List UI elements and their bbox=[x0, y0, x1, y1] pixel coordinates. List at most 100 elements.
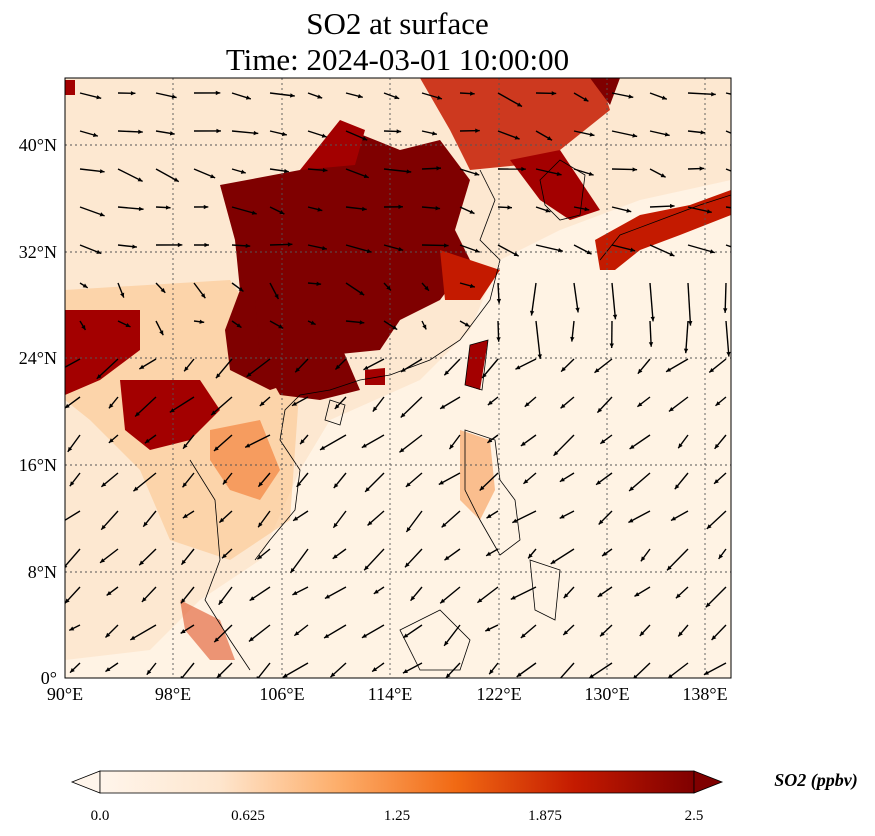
wind-vector-head bbox=[292, 590, 298, 595]
wind-vector bbox=[246, 358, 271, 378]
x-tick-label: 90°E bbox=[47, 684, 83, 704]
wind-vector-head bbox=[626, 208, 632, 213]
wind-vector-head bbox=[332, 554, 338, 559]
wind-vector-head bbox=[489, 669, 494, 675]
wind-vector-head bbox=[738, 94, 743, 98]
x-tick-label: 122°E bbox=[476, 684, 521, 704]
wind-vector-head bbox=[287, 242, 293, 247]
wind-vector-head bbox=[184, 366, 189, 372]
wind-vector-head bbox=[557, 248, 563, 253]
wind-vector-head bbox=[437, 95, 442, 100]
wind-vector bbox=[687, 92, 716, 96]
wind-vector-head bbox=[396, 129, 402, 134]
wind-vector-head bbox=[669, 252, 675, 257]
wind-vector-head bbox=[444, 640, 449, 646]
wind-vector-head bbox=[357, 94, 363, 99]
wind-vector-head bbox=[628, 94, 634, 99]
wind-vector-head bbox=[597, 407, 603, 413]
wind-vector-head bbox=[714, 443, 720, 449]
wind-vector bbox=[611, 282, 617, 320]
wind-vector-head bbox=[69, 481, 75, 487]
wind-vector bbox=[169, 396, 195, 413]
wind-vector-head bbox=[132, 244, 137, 249]
wind-vector-head bbox=[216, 128, 221, 134]
wind-vector-head bbox=[600, 439, 606, 444]
wind-vector-head bbox=[470, 91, 475, 96]
map-panel bbox=[65, 78, 743, 678]
wind-vector-head bbox=[290, 567, 295, 573]
wind-vector bbox=[244, 434, 271, 448]
wind-vector-head bbox=[182, 513, 188, 519]
wind-vector-head bbox=[513, 252, 519, 257]
wind-vector-head bbox=[669, 203, 675, 209]
wind-vector-head bbox=[551, 91, 557, 96]
wind-vector-head bbox=[295, 367, 300, 373]
wind-vector-head bbox=[159, 330, 164, 336]
wind-vector-head bbox=[363, 365, 369, 370]
wind-vector-head bbox=[723, 308, 728, 313]
wind-vector-head bbox=[706, 209, 712, 214]
wind-vector-head bbox=[487, 400, 493, 406]
wind-vector-head bbox=[436, 166, 442, 171]
wind-vector-head bbox=[474, 171, 480, 176]
wind-vector bbox=[530, 282, 537, 316]
wind-vector-head bbox=[366, 248, 372, 254]
wind-vector-head bbox=[210, 174, 216, 179]
wind-vector bbox=[400, 396, 423, 419]
wind-vector-head bbox=[367, 520, 373, 526]
wind-vector bbox=[553, 434, 575, 457]
wind-vector-head bbox=[398, 246, 404, 252]
wind-vector-head bbox=[559, 514, 565, 519]
wind-vector-head bbox=[130, 91, 136, 96]
colorbar-tick-label: 1.875 bbox=[528, 808, 562, 824]
wind-vector-head bbox=[664, 132, 670, 137]
wind-vector-head bbox=[441, 522, 447, 528]
wind-vector-head bbox=[660, 173, 666, 178]
wind-vector-head bbox=[248, 636, 254, 642]
wind-vector-head bbox=[362, 136, 368, 141]
wind-vector bbox=[132, 472, 157, 492]
wind-vector-head bbox=[70, 667, 75, 673]
wind-vector-head bbox=[550, 559, 556, 564]
y-tick-label: 40°N bbox=[19, 135, 57, 155]
wind-vector-head bbox=[640, 556, 646, 562]
wind-vector-head bbox=[365, 487, 370, 492]
wind-vector-head bbox=[67, 446, 73, 452]
x-axis-ticks: 90°E 98°E 106°E 114°E 122°E 130°E 138°E bbox=[47, 684, 728, 704]
wind-vector-head bbox=[726, 351, 731, 357]
wind-vector-head bbox=[600, 631, 605, 637]
wind-vector-head bbox=[736, 133, 741, 137]
wind-vector-head bbox=[477, 598, 483, 603]
wind-vector-head bbox=[598, 519, 604, 525]
wind-vector-head bbox=[469, 209, 475, 214]
wind-vector-head bbox=[317, 207, 323, 212]
wind-vector bbox=[687, 244, 715, 254]
wind-vector-head bbox=[639, 631, 645, 636]
wind-vector-head bbox=[65, 598, 70, 604]
wind-vector-head bbox=[705, 602, 711, 608]
colorbar: 0.0 0.625 1.25 1.875 2.5 SO2 (ppbv) bbox=[70, 770, 858, 824]
wind-vector-head bbox=[602, 551, 608, 556]
wind-vector-head bbox=[133, 486, 139, 492]
wind-vector-head bbox=[711, 92, 716, 97]
wind-vector bbox=[282, 662, 309, 678]
wind-vector-head bbox=[139, 364, 145, 369]
map-subtitle-time: Time: 2024-03-01 10:00:00 bbox=[225, 42, 570, 77]
wind-vector-head bbox=[125, 323, 131, 327]
wind-vector-head bbox=[284, 168, 289, 174]
wind-vector bbox=[363, 548, 385, 571]
wind-vector bbox=[289, 548, 309, 574]
wind-vector-head bbox=[96, 374, 102, 379]
wind-vector bbox=[535, 320, 541, 360]
wind-vector-head bbox=[596, 480, 601, 485]
wind-vector bbox=[666, 548, 689, 571]
wind-vector bbox=[705, 586, 727, 608]
wind-vector-head bbox=[529, 310, 535, 316]
wind-vector-head bbox=[597, 592, 603, 597]
x-tick-label: 98°E bbox=[155, 684, 191, 704]
wind-vector-head bbox=[589, 673, 594, 678]
wind-vector-head bbox=[138, 206, 144, 212]
wind-vector-head bbox=[403, 633, 409, 638]
wind-vector bbox=[725, 130, 731, 134]
